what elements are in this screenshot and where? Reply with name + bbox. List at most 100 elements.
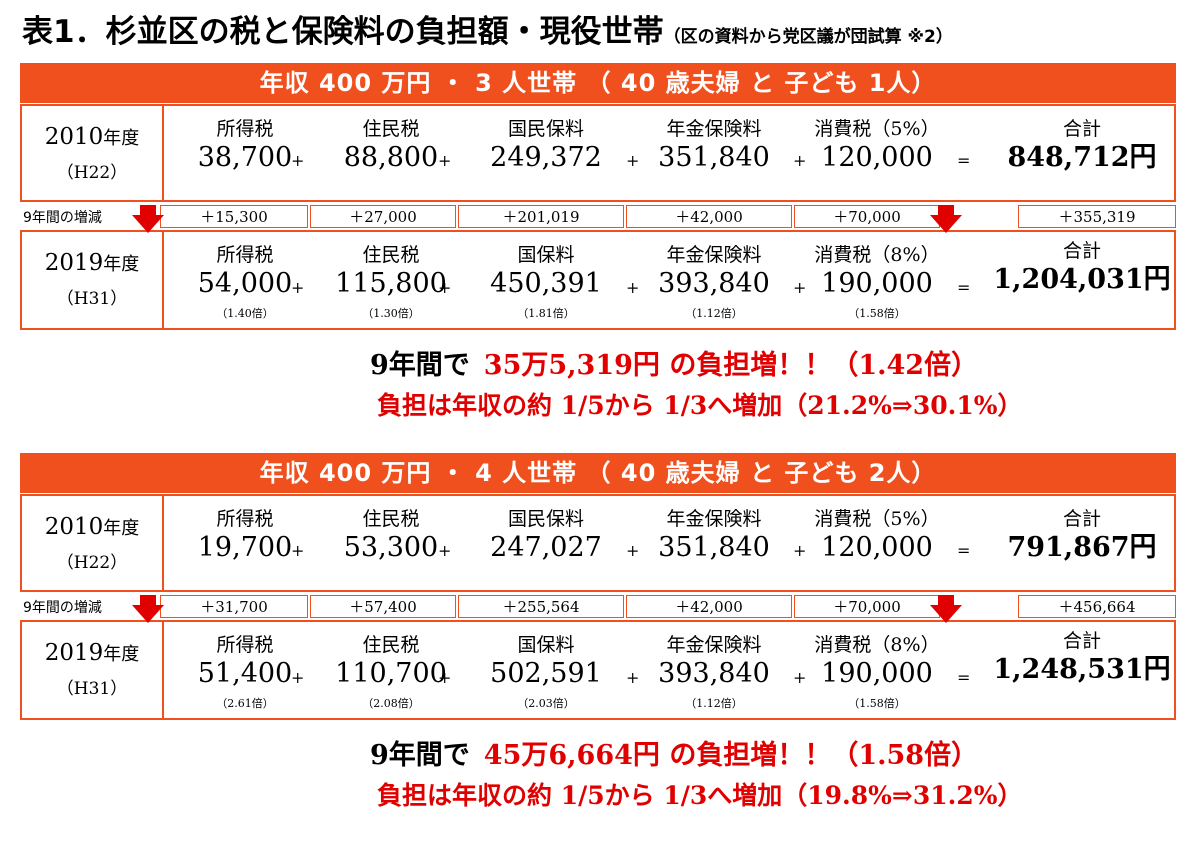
title-main: 表1．杉並区の税と保険料の負担額・現役世帯 bbox=[22, 14, 664, 50]
cost-item: 住民税 88,800 bbox=[311, 114, 471, 175]
operator-sign: + bbox=[291, 151, 305, 170]
year-cell: 2010年度 （H22） bbox=[22, 496, 164, 590]
cost-value: 351,840 bbox=[658, 142, 770, 173]
year-suffix: 年度 bbox=[103, 644, 140, 665]
increase-value: ＋201,019 bbox=[458, 205, 624, 228]
section-1: 年収 400 万円 ・ 3 人世帯 （ 40 歳夫婦 と 子ども 1人） 2010… bbox=[20, 63, 1176, 463]
increase-value: ＋70,000 bbox=[794, 595, 940, 618]
total-value: 791,867円 bbox=[1007, 532, 1157, 563]
cost-ratio: （2.61倍） bbox=[216, 697, 274, 710]
increase-label: 9年間の増減 bbox=[23, 600, 102, 616]
cost-ratio: （2.08倍） bbox=[362, 697, 420, 710]
cost-label: 住民税 bbox=[362, 244, 420, 266]
increase-value: ＋57,400 bbox=[310, 595, 456, 618]
increase-value: ＋70,000 bbox=[794, 205, 940, 228]
cost-item: 住民税 110,700 （2.08倍） bbox=[311, 630, 471, 711]
cost-label: 国民保料 bbox=[507, 508, 584, 530]
cost-value: 351,840 bbox=[658, 532, 770, 563]
section-banner: 年収 400 万円 ・ 4 人世帯 （ 40 歳夫婦 と 子ども 2人） bbox=[20, 453, 1176, 493]
cost-label: 所得税 bbox=[216, 118, 274, 140]
increase-label: 9年間の増減 bbox=[23, 210, 102, 226]
section-banner: 年収 400 万円 ・ 3 人世帯 （ 40 歳夫婦 と 子ども 1人） bbox=[20, 63, 1176, 103]
down-arrow-icon bbox=[132, 205, 164, 233]
cost-label: 住民税 bbox=[362, 634, 420, 656]
cost-value: 249,372 bbox=[490, 142, 602, 173]
increase-value: ＋15,300 bbox=[160, 205, 308, 228]
cost-value: 450,391 bbox=[490, 268, 602, 299]
year-row-2019: 2019年度 （H31） 所得税 51,400 （2.61倍） 住民税 110,700 （2.… bbox=[20, 620, 1176, 720]
year-row-2019: 2019年度 （H31） 所得税 54,000 （1.40倍） 住民税 115,800 （1.… bbox=[20, 230, 1176, 330]
cost-ratio: （1.58倍） bbox=[848, 307, 906, 320]
cost-item: 住民税 53,300 bbox=[311, 504, 471, 565]
year-suffix: 年度 bbox=[103, 128, 140, 149]
cost-value: 88,800 bbox=[343, 142, 439, 173]
operator-sign: + bbox=[438, 278, 452, 297]
cost-label: 消費税（5%） bbox=[814, 508, 940, 530]
cost-value: 190,000 bbox=[821, 268, 933, 299]
year-number: 2019 bbox=[44, 640, 104, 666]
operator-sign: + bbox=[626, 668, 640, 687]
operator-sign: + bbox=[793, 151, 807, 170]
total-label: 合計 bbox=[1062, 508, 1101, 530]
year-label: 2010年度 bbox=[22, 514, 162, 540]
cost-label: 所得税 bbox=[216, 244, 274, 266]
operator-sign: = bbox=[957, 668, 971, 687]
cost-ratio: （1.12倍） bbox=[685, 307, 743, 320]
operator-sign: = bbox=[957, 541, 971, 560]
year-number: 2010 bbox=[44, 124, 104, 150]
operator-sign: + bbox=[291, 668, 305, 687]
cost-label: 年金保険料 bbox=[666, 508, 762, 530]
total-label: 合計 bbox=[1062, 240, 1101, 262]
year-number: 2019 bbox=[44, 250, 104, 276]
cost-item: 住民税 115,800 （1.30倍） bbox=[311, 240, 471, 321]
cost-item: 所得税 19,700 bbox=[165, 504, 325, 565]
increase-value: ＋42,000 bbox=[626, 205, 792, 228]
cost-value: 54,000 bbox=[197, 268, 293, 299]
year-suffix: 年度 bbox=[103, 254, 140, 275]
increase-value: ＋31,700 bbox=[160, 595, 308, 618]
cost-value: 120,000 bbox=[821, 532, 933, 563]
era-label: （H31） bbox=[56, 679, 128, 699]
increase-row: 9年間の増減 ＋31,700 ＋57,400 ＋255,564 ＋42,000 ＋70,0… bbox=[20, 595, 1176, 623]
cost-value: 51,400 bbox=[197, 658, 293, 689]
cost-item: 消費税（5%） 120,000 bbox=[797, 114, 957, 175]
cost-item: 年金保険料 351,840 bbox=[634, 504, 794, 565]
cost-label: 所得税 bbox=[216, 508, 274, 530]
cost-value: 190,000 bbox=[821, 658, 933, 689]
era-label: （H31） bbox=[56, 289, 128, 309]
increase-value: ＋456,664 bbox=[1018, 595, 1176, 618]
summary-line-1: 9年間で 35万5,319円 の負担増！！（1.42倍） bbox=[370, 343, 978, 382]
era-label: （H22） bbox=[56, 163, 128, 183]
total-label: 合計 bbox=[1062, 118, 1101, 140]
year-cell: 2019年度 （H31） bbox=[22, 232, 164, 328]
increase-value: ＋42,000 bbox=[626, 595, 792, 618]
cost-item: 消費税（5%） 120,000 bbox=[797, 504, 957, 565]
cost-item: 消費税（8%） 190,000 （1.58倍） bbox=[797, 240, 957, 321]
section-2: 年収 400 万円 ・ 4 人世帯 （ 40 歳夫婦 と 子ども 2人） 2010… bbox=[20, 453, 1176, 853]
operator-sign: = bbox=[957, 151, 971, 170]
cost-value: 110,700 bbox=[335, 658, 447, 689]
total-cell: 合計 1,248,531円 bbox=[972, 626, 1192, 687]
cost-value: 38,700 bbox=[197, 142, 293, 173]
total-label: 合計 bbox=[1062, 630, 1101, 652]
total-value: 1,204,031円 bbox=[993, 264, 1171, 295]
cost-value: 502,591 bbox=[490, 658, 602, 689]
cost-ratio: （1.81倍） bbox=[517, 307, 575, 320]
title-sub: （区の資料から党区議が団試算 ※2） bbox=[663, 27, 953, 47]
increase-value: ＋355,319 bbox=[1018, 205, 1176, 228]
cost-item: 年金保険料 351,840 bbox=[634, 114, 794, 175]
cost-item: 所得税 54,000 （1.40倍） bbox=[165, 240, 325, 321]
cost-label: 消費税（8%） bbox=[814, 244, 940, 266]
summary-line-1: 9年間で 45万6,664円 の負担増！！（1.58倍） bbox=[370, 733, 978, 772]
cost-item: 消費税（8%） 190,000 （1.58倍） bbox=[797, 630, 957, 711]
total-value: 848,712円 bbox=[1007, 142, 1157, 173]
operator-sign: + bbox=[626, 151, 640, 170]
cost-item: 国保料 502,591 （2.03倍） bbox=[466, 630, 626, 711]
year-row-2010: 2010年度 （H22） 所得税 19,700 住民税 53,300 国民保料 247,027… bbox=[20, 494, 1176, 592]
summary-highlight: 35万5,319円 の負担増！！（1.42倍） bbox=[483, 350, 979, 381]
year-cell: 2019年度 （H31） bbox=[22, 622, 164, 718]
cost-ratio: （1.30倍） bbox=[362, 307, 420, 320]
year-label: 2019年度 bbox=[22, 640, 162, 666]
cost-label: 国保料 bbox=[517, 244, 575, 266]
cost-item: 年金保険料 393,840 （1.12倍） bbox=[634, 630, 794, 711]
